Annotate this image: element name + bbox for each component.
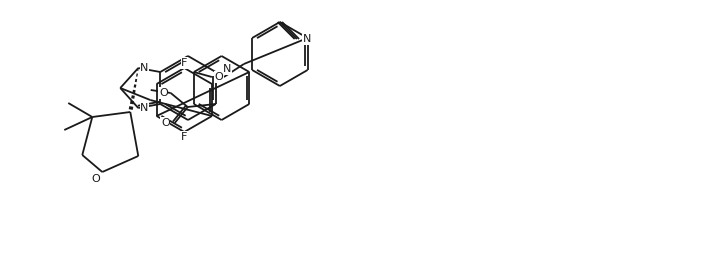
Text: N: N [303, 34, 311, 44]
Text: F: F [181, 58, 187, 68]
Text: N: N [141, 103, 148, 113]
Text: O: O [161, 118, 170, 128]
Text: N: N [222, 64, 231, 74]
Text: O: O [214, 72, 223, 82]
Text: O: O [159, 88, 168, 98]
Text: N: N [141, 63, 148, 73]
Text: F: F [181, 132, 187, 142]
Text: O: O [92, 174, 100, 184]
